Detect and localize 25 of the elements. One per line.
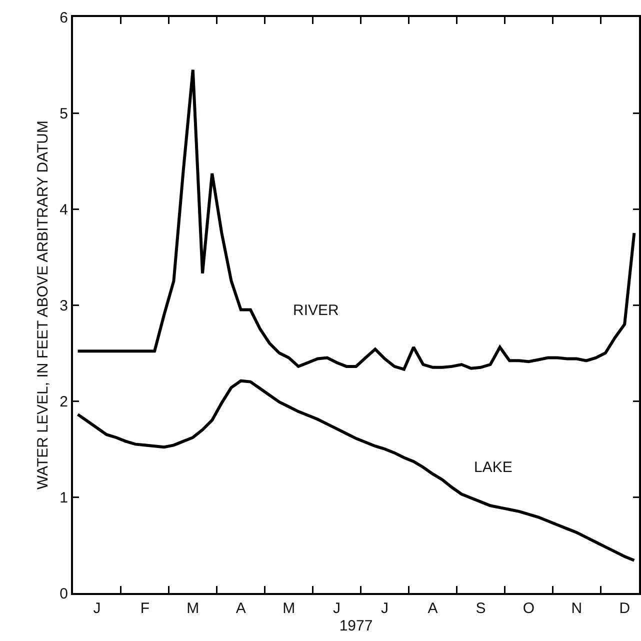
- x-tick-label: J: [333, 600, 341, 617]
- x-tick-label: A: [428, 600, 438, 617]
- y-tick-label: 1: [60, 489, 68, 506]
- x-tick-label: O: [522, 600, 535, 617]
- line-series: [76, 68, 636, 371]
- y-tick-label: 4: [60, 201, 68, 218]
- x-tick-label: M: [186, 600, 200, 617]
- x-tick-label: J: [381, 600, 389, 617]
- x-tick-label: D: [619, 600, 630, 617]
- x-tick-label: S: [476, 600, 486, 617]
- y-tick-label: 5: [60, 105, 68, 122]
- x-tick-label: M: [282, 600, 296, 617]
- y-tick-label: 6: [60, 9, 68, 26]
- line-series: [76, 379, 636, 562]
- y-tick-label: 3: [60, 297, 68, 314]
- x-axis-title: 1977: [339, 618, 373, 634]
- x-tick-label: F: [140, 600, 150, 617]
- y-tick-label: 0: [60, 585, 68, 602]
- annotation: LAKE: [474, 459, 512, 476]
- x-tick-label: N: [571, 600, 582, 617]
- y-axis-title: WATER LEVEL, IN FEET ABOVE ARBITRARY DATUM: [34, 120, 52, 490]
- x-tick-label: J: [93, 600, 101, 617]
- y-tick-label: 2: [60, 393, 68, 410]
- annotation: RIVER: [293, 302, 340, 319]
- x-tick-label: A: [236, 600, 246, 617]
